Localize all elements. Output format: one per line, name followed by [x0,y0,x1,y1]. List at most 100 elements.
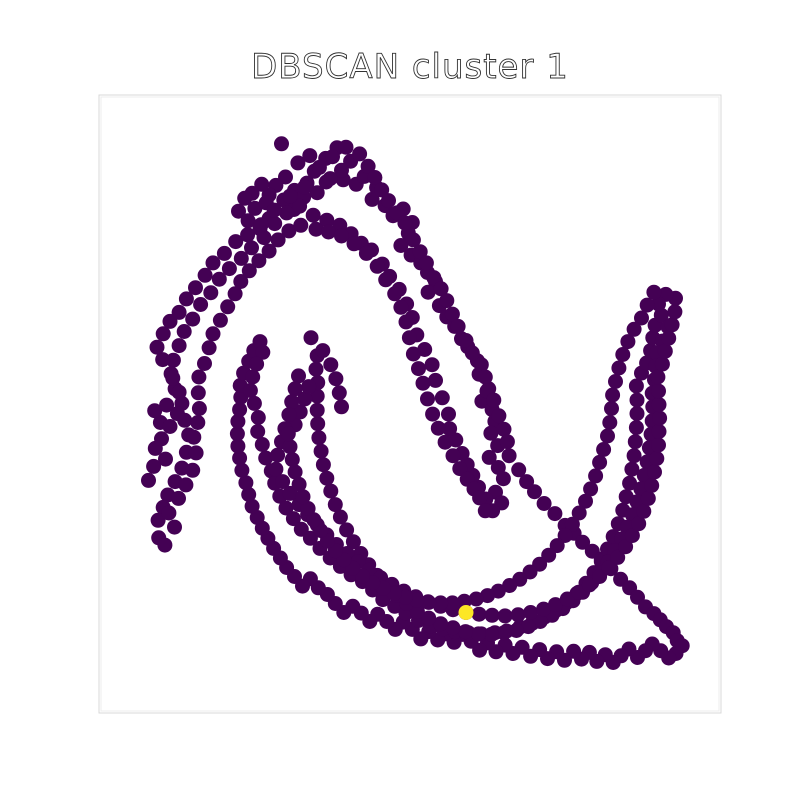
scatter-point-cluster-0 [583,481,599,497]
scatter-point-cluster-0 [615,347,631,362]
scatter-point-cluster-0 [428,372,443,388]
scatter-point-cluster-0 [464,345,480,361]
scatter-point-cluster-0 [611,360,627,376]
scatter-point-cluster-0 [197,356,212,371]
scatter-point-cluster-0 [302,148,318,164]
scatter-point-cluster-0 [445,448,461,464]
scatter-point-cluster-0 [433,616,449,632]
scatter-point-cluster-0 [477,369,493,385]
scatter-point-cluster-0 [205,326,221,342]
scatter-point-cluster-0 [626,321,642,337]
scatter-point-cluster-0 [519,474,535,490]
scatter-point-cluster-0 [640,490,656,506]
scatter-point-cluster-0 [627,434,643,450]
scatter-point-cluster-0 [405,232,421,248]
scatter-point-cluster-0 [497,608,513,624]
scatter-point-cluster-0 [250,410,266,425]
scatter-point-cluster-0 [651,437,666,453]
scatter-point-cluster-0 [364,191,380,207]
scatter-point-cluster-0 [346,236,362,252]
scatter-point-cluster-0 [369,258,385,274]
scatter-point-cluster-0 [212,312,228,328]
scatter-point-cluster-0 [311,159,327,175]
scatter-point-cluster-0 [397,215,413,231]
scatter-point-cluster-0 [322,171,338,187]
scatter-point-cluster-0 [285,511,301,527]
scatter-point-cluster-0 [444,306,460,322]
scatter-point-cluster-0 [211,271,227,287]
scatter-point-cluster-0 [178,291,194,307]
scatter-point-cluster-0 [636,503,652,519]
scatter-point-cluster-0 [233,274,249,289]
scatter-point-cluster-0 [496,625,512,641]
scatter-point-cluster-0 [398,589,413,605]
scatter-point-cluster-0 [244,240,259,256]
scatter-point-cluster-0 [559,591,575,607]
scatter-point-cluster-0 [367,170,383,185]
scatter-point-cluster-0 [592,569,608,584]
scatter-point-cluster-0 [501,448,517,464]
scatter-point-cluster-0 [291,476,307,492]
scatter-point-cluster-0 [190,385,206,401]
scatter-point-cluster-0 [639,297,655,313]
scatter-point-cluster-0 [646,284,662,300]
scatter-point-cluster-0 [270,232,286,248]
scatter-point-cluster-0 [651,397,667,413]
scatter-point-cluster-0 [490,460,506,475]
scatter-point-cluster-0 [291,368,306,384]
scatter-point-cluster-0 [165,370,181,386]
scatter-point-cluster-0 [527,484,542,500]
scatter-point-cluster-0 [651,424,667,439]
scatter-point-cluster-0 [325,149,340,165]
scatter-point-cluster-0 [378,272,394,288]
scatter-point-cluster-0 [171,304,187,320]
scatter-point-cluster-0 [255,344,271,360]
scatter-point-cluster-0 [147,403,163,419]
scatter-point-cluster-0 [311,430,327,446]
plot-frame-outer [98,94,722,714]
scatter-point-cluster-0 [228,234,244,250]
scatter-point-cluster-0 [171,338,187,354]
scatter-point-cluster-0 [608,374,623,389]
scatter-point-cluster-0 [191,401,207,416]
scatter-point-cluster-0 [266,202,282,218]
scatter-point-cluster-0 [393,299,409,315]
scatter-point-cluster-0 [305,207,321,223]
scatter-point-cluster-0 [309,185,325,201]
scatter-point-cluster-0 [654,356,670,372]
scatter-point-cluster-0 [652,410,668,426]
scatter-point-cluster-0 [626,448,642,464]
scatter-point-cluster-0 [162,419,178,434]
scatter-point-cluster-0 [564,516,580,532]
scatter-point-cluster-0 [315,343,331,359]
scatter-point-cluster-0 [412,244,428,260]
scatter-point-cluster-0 [230,438,246,454]
scatter-point-cluster-0 [629,406,645,422]
scatter-point-cluster-0 [468,591,484,607]
scatter-point-cluster-0 [477,503,493,519]
scatter-point-cluster-0 [480,588,495,604]
scatter-point-cluster-0 [631,516,647,532]
scatter-point-cluster-0 [231,203,246,219]
scatter-point-cluster-0 [657,343,673,359]
scatter-point-cluster-0 [233,250,249,266]
scatter-point-cluster-0 [425,406,441,422]
scatter-point-cluster-0 [323,357,339,373]
scatter-point-cluster-0 [261,243,277,259]
scatter-point-cluster-0 [290,155,306,171]
scatter-point-cluster-0 [374,182,390,198]
scatter-point-cluster-0 [471,606,487,622]
scatter-point-cluster-0 [481,449,497,465]
scatter-point-cluster-0 [338,139,354,155]
scatter-point-cluster-0 [146,458,162,474]
scatter-point-cluster-0 [483,425,499,441]
scatter-point-cluster-0 [238,475,254,491]
scatter-point-cluster-0 [495,471,511,487]
scatter-point-cluster-0 [472,490,488,506]
scatter-point-cluster-0 [321,224,336,240]
scatter-point-cluster-0 [229,426,245,442]
scatter-point-cluster-0 [411,361,426,377]
scatter-point-cluster-0 [426,270,442,286]
scatter-point-cluster-0 [159,397,175,413]
